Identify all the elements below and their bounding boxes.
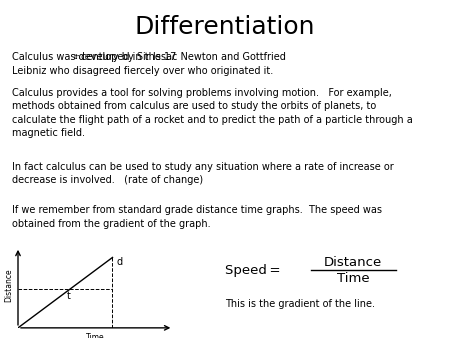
Text: Differentiation: Differentiation — [135, 15, 315, 39]
Text: methods obtained from calculus are used to study the orbits of planets, to: methods obtained from calculus are used … — [12, 101, 376, 111]
Text: Calculus provides a tool for solving problems involving motion.   For example,: Calculus provides a tool for solving pro… — [12, 88, 392, 98]
Text: Distance: Distance — [324, 256, 382, 269]
Text: Time: Time — [86, 333, 104, 338]
Text: This is the gradient of the line.: This is the gradient of the line. — [225, 299, 375, 309]
Text: decrease is involved.   (rate of change): decrease is involved. (rate of change) — [12, 175, 203, 186]
Text: Leibniz who disagreed fiercely over who originated it.: Leibniz who disagreed fiercely over who … — [12, 66, 274, 76]
Text: In fact calculus can be used to study any situation where a rate of increase or: In fact calculus can be used to study an… — [12, 162, 394, 172]
Text: t: t — [67, 291, 71, 301]
Text: d: d — [117, 257, 123, 267]
Text: th: th — [74, 54, 81, 60]
Text: Time: Time — [337, 272, 369, 285]
Text: obtained from the gradient of the graph.: obtained from the gradient of the graph. — [12, 219, 211, 229]
Text: calculate the flight path of a rocket and to predict the path of a particle thro: calculate the flight path of a rocket an… — [12, 115, 413, 125]
Text: magnetic field.: magnetic field. — [12, 128, 85, 138]
Text: century by Sir Issac Newton and Gottfried: century by Sir Issac Newton and Gottfrie… — [77, 52, 285, 63]
Text: Distance: Distance — [4, 269, 13, 303]
Text: If we remember from standard grade distance time graphs.  The speed was: If we remember from standard grade dista… — [12, 205, 382, 215]
Text: Calculus was developed in the 17: Calculus was developed in the 17 — [12, 52, 176, 63]
Text: Speed =: Speed = — [225, 264, 283, 277]
